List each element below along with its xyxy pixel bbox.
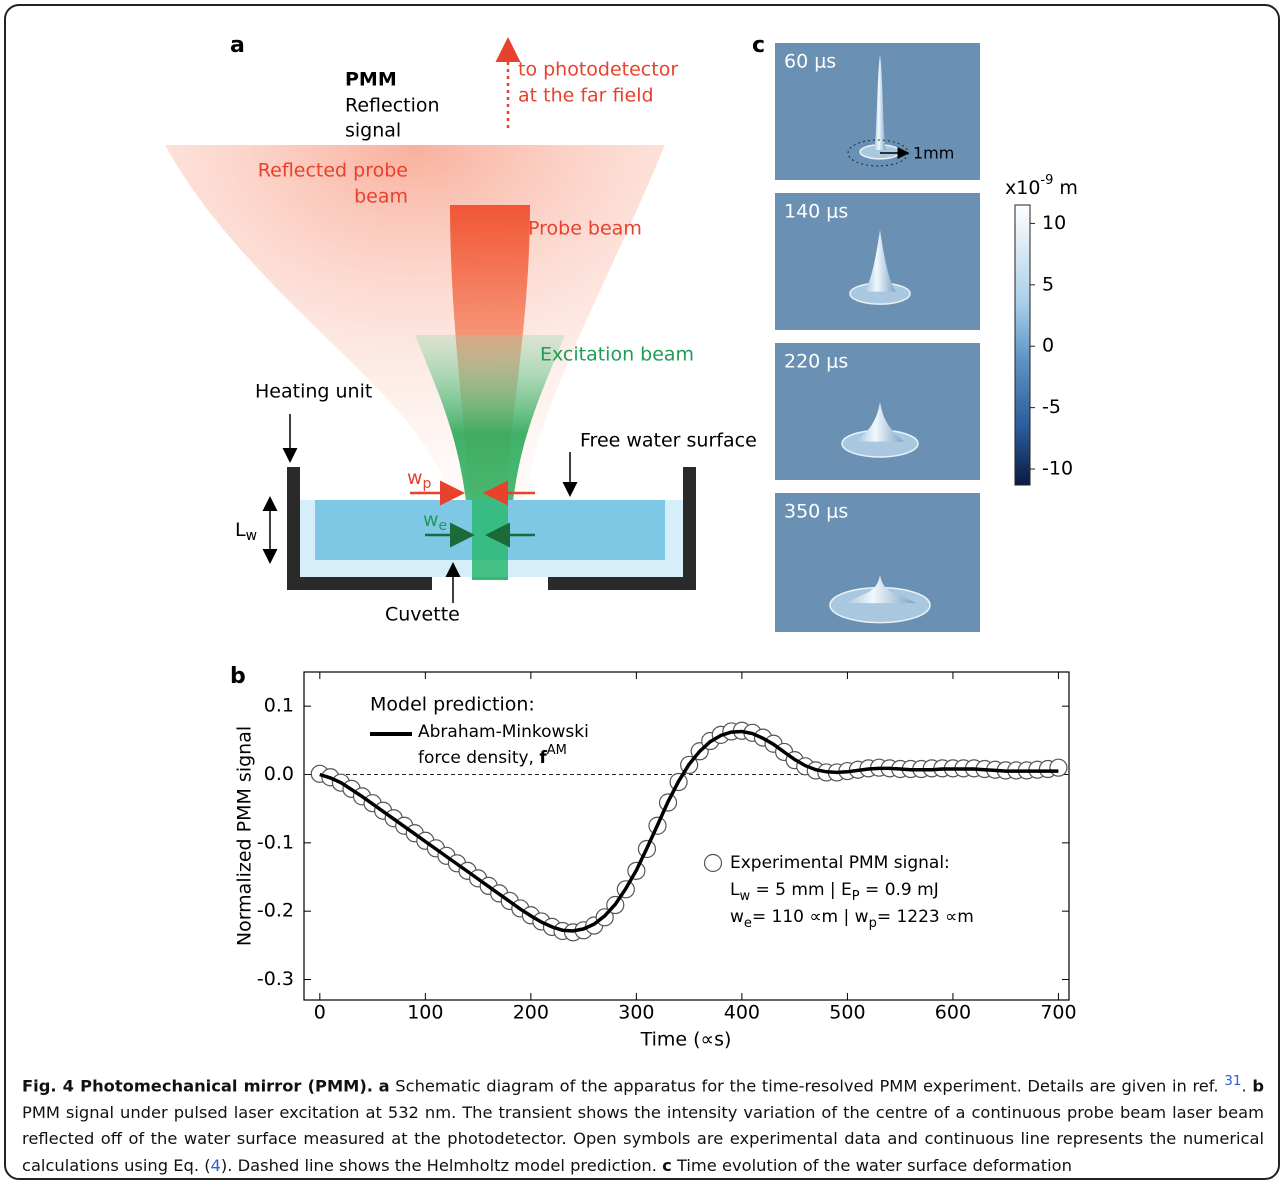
colorbar-tick-label: -10 (1042, 458, 1073, 480)
time-label: 60 μs (784, 51, 836, 73)
sub: e (439, 518, 448, 534)
panel-label: c (752, 33, 765, 58)
text: force density, (418, 748, 539, 768)
caption-label: a (379, 1076, 390, 1095)
sub: w (739, 889, 750, 904)
panel-label: b (230, 664, 246, 689)
x-tick-label: 700 (1040, 1002, 1076, 1024)
label: to photodetector (518, 59, 678, 81)
text: = 5 mm | E (750, 880, 852, 900)
sub: P (852, 889, 860, 904)
x-tick-label: 0 (314, 1002, 326, 1024)
sup: AM (547, 743, 567, 758)
caption-text: Schematic diagram of the apparatus for t… (395, 1076, 1218, 1095)
y-axis-label: Normalized PMM signal (234, 726, 256, 946)
t: w (407, 467, 423, 489)
x-tick-label: 100 (407, 1002, 443, 1024)
x-tick-label: 300 (618, 1002, 654, 1024)
equation-link[interactable]: 4 (211, 1156, 221, 1175)
caption-title: Fig. 4 Photomechanical mirror (PMM). (22, 1076, 373, 1095)
y-tick-label: 0.0 (264, 763, 294, 785)
x-tick-label: 500 (829, 1002, 865, 1024)
label: signal (345, 120, 401, 142)
legend-entry: Abraham-Minkowski (418, 722, 589, 742)
reference[interactable]: 31 (1224, 1073, 1241, 1089)
legend-text: we= 110 ∝m | wp= 1223 ∝m (730, 907, 974, 931)
sub: w (246, 528, 257, 544)
x-tick-label: 400 (724, 1002, 760, 1024)
x-tick-label: 600 (935, 1002, 971, 1024)
sup: -9 (1040, 173, 1053, 188)
caption-text: ). Dashed line shows the Helmholtz model… (221, 1156, 657, 1175)
label: PMM (345, 69, 397, 91)
label: Excitation beam (540, 344, 694, 366)
label: Cuvette (385, 604, 460, 626)
figure-svg: a PMM Reflection signal to photodetector… (0, 0, 1284, 1185)
label: Reflected probe (258, 160, 408, 182)
x-axis-label: Time (∝s) (640, 1029, 732, 1051)
caption-label: c (662, 1156, 672, 1175)
caption-text: . (1241, 1076, 1246, 1095)
colorbar (1015, 205, 1030, 485)
y-tick-label: 0.1 (264, 695, 294, 717)
figure: a PMM Reflection signal to photodetector… (0, 0, 1284, 1185)
t: L (235, 519, 246, 541)
y-tick-label: -0.2 (257, 900, 294, 922)
x-tick-label: 200 (513, 1002, 549, 1024)
data-point (1050, 759, 1067, 776)
legend-title: Model prediction: (370, 694, 535, 716)
y-tick-label: -0.3 (257, 968, 294, 990)
excitation-in-water (472, 500, 508, 580)
label: Reflection (345, 95, 440, 117)
caption-text: Time evolution of the water surface defo… (677, 1156, 1072, 1175)
t: m (1053, 177, 1078, 199)
label: Heating unit (255, 381, 372, 403)
panel-label: a (230, 33, 245, 58)
text: w (730, 907, 744, 927)
text: = 0.9 mJ (860, 880, 939, 900)
legend-marker (705, 855, 722, 872)
label: beam (354, 186, 408, 208)
text: = 1223 ∝m (877, 907, 974, 927)
scale-label: 1mm (913, 144, 954, 163)
text: = 110 ∝m | w (752, 907, 869, 927)
colorbar-tick-label: 5 (1042, 273, 1054, 295)
colorbar-tick-label: 0 (1042, 335, 1054, 357)
sub: e (744, 916, 752, 931)
caption: Fig. 4 Photomechanical mirror (PMM). a S… (22, 1068, 1264, 1179)
legend-text: Lw = 5 mm | EP = 0.9 mJ (730, 880, 939, 904)
label: Probe beam (528, 218, 642, 240)
label: Free water surface (580, 430, 757, 452)
colorbar-tick-label: 10 (1042, 212, 1066, 234)
y-tick-label: -0.1 (257, 831, 294, 853)
caption-label: b (1252, 1076, 1264, 1095)
sub: p (423, 476, 432, 492)
colorbar-tick-label: -5 (1042, 396, 1061, 418)
sub: p (869, 916, 877, 931)
time-label: 140 μs (784, 201, 848, 223)
label: at the far field (518, 85, 654, 107)
t: w (423, 509, 439, 531)
time-label: 350 μs (784, 501, 848, 523)
legend-entry: Experimental PMM signal: (730, 853, 950, 873)
t: x10 (1005, 177, 1040, 199)
time-label: 220 μs (784, 351, 848, 373)
